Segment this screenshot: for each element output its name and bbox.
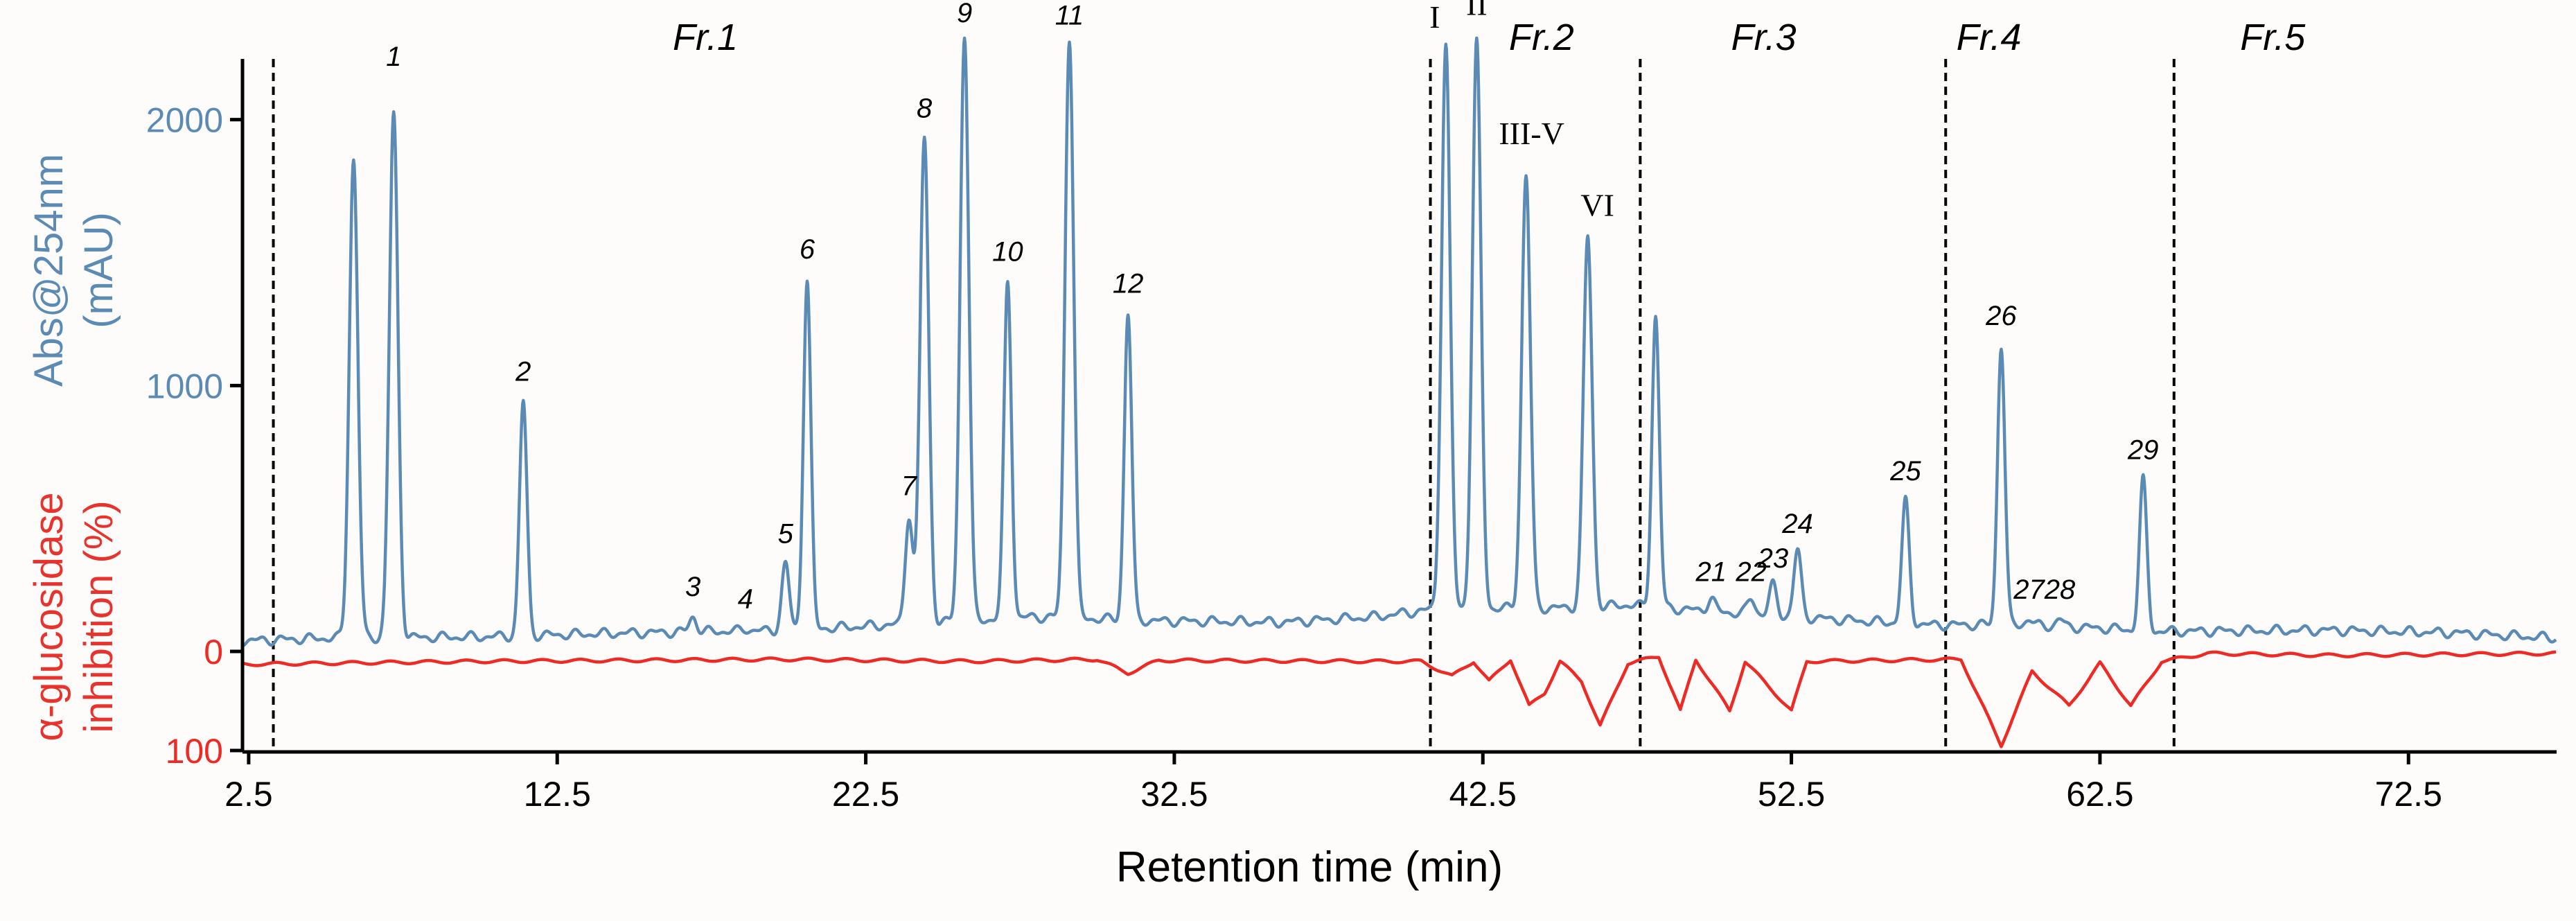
y-tick-label-inh: 100 bbox=[166, 732, 223, 771]
y-label-inh-line2: inhibition (%) bbox=[76, 500, 121, 733]
peak-label-29: 29 bbox=[2127, 435, 2159, 466]
x-tick-label: 52.5 bbox=[1758, 775, 1825, 814]
x-tick-label: 2.5 bbox=[224, 775, 273, 814]
x-tick-label: 62.5 bbox=[2066, 775, 2133, 814]
fraction-label: Fr.2 bbox=[1509, 17, 1574, 58]
x-tick-label: 22.5 bbox=[832, 775, 899, 814]
peak-label-9: 9 bbox=[957, 0, 972, 28]
y-tick-label-inh: 0 bbox=[204, 633, 223, 672]
y-label-abs-line2: (mAU) bbox=[76, 212, 121, 328]
x-tick-label: 32.5 bbox=[1140, 775, 1208, 814]
peak-label-26: 26 bbox=[1985, 301, 2017, 331]
y-tick-label-abs: 1000 bbox=[146, 367, 223, 405]
absorbance-line bbox=[241, 36, 2557, 647]
peak-label-3: 3 bbox=[685, 572, 700, 602]
peak-label-23: 23 bbox=[1757, 543, 1789, 574]
fraction-label: Fr.4 bbox=[1957, 17, 2022, 58]
x-tick-label: 42.5 bbox=[1449, 775, 1517, 814]
y-tick-label-abs: 2000 bbox=[146, 101, 223, 140]
y-axis-label-inhibition: α-glucosidase inhibition (%) bbox=[26, 492, 121, 741]
axes: 2.5 12.5 22.5 32.5 42.5 52.5 62.5 72.5 2000 1000 0… bbox=[146, 59, 2557, 814]
peak-label-22: 22 bbox=[1735, 556, 1767, 587]
y-label-inh-line1: α-glucosidase bbox=[26, 492, 71, 741]
peak-label-10: 10 bbox=[992, 237, 1023, 267]
peak-label-I: I bbox=[1429, 0, 1440, 35]
peak-label-2: 2 bbox=[515, 356, 531, 387]
peak-label-1: 1 bbox=[386, 42, 401, 72]
fraction-label: Fr.3 bbox=[1731, 17, 1796, 58]
fraction-dividers bbox=[272, 59, 2176, 752]
y-axis-label-absorbance: Abs@254nm (mAU) bbox=[26, 154, 121, 387]
peak-label-25: 25 bbox=[1889, 456, 1921, 486]
peak-label-11: 11 bbox=[1055, 1, 1084, 31]
peak-label-28: 28 bbox=[2044, 574, 2076, 605]
inhibition-line bbox=[241, 650, 2557, 748]
x-tick-label: 72.5 bbox=[2375, 775, 2442, 814]
peak-label-II: II bbox=[1466, 0, 1488, 21]
fraction-label: Fr.5 bbox=[2240, 17, 2306, 58]
peak-label-24: 24 bbox=[1781, 509, 1813, 539]
peak-label-8: 8 bbox=[917, 94, 933, 124]
peak-label-6: 6 bbox=[800, 234, 815, 265]
peak-label-III-V: III-V bbox=[1499, 116, 1564, 151]
peak-label-VI: VI bbox=[1580, 187, 1614, 222]
x-tick-label: 12.5 bbox=[524, 775, 591, 814]
peak-label-27: 27 bbox=[2013, 574, 2045, 605]
series-layer bbox=[241, 36, 2557, 748]
peak-label-12: 12 bbox=[1113, 269, 1144, 299]
peak-label-7: 7 bbox=[901, 471, 918, 501]
peak-label-5: 5 bbox=[778, 518, 794, 549]
peak-label-4: 4 bbox=[738, 584, 753, 614]
x-axis-label: Retention time (min) bbox=[1116, 843, 1503, 891]
peak-label-21: 21 bbox=[1695, 556, 1727, 587]
y-label-abs-line1: Abs@254nm bbox=[26, 154, 71, 387]
fraction-label: Fr.1 bbox=[673, 17, 738, 58]
